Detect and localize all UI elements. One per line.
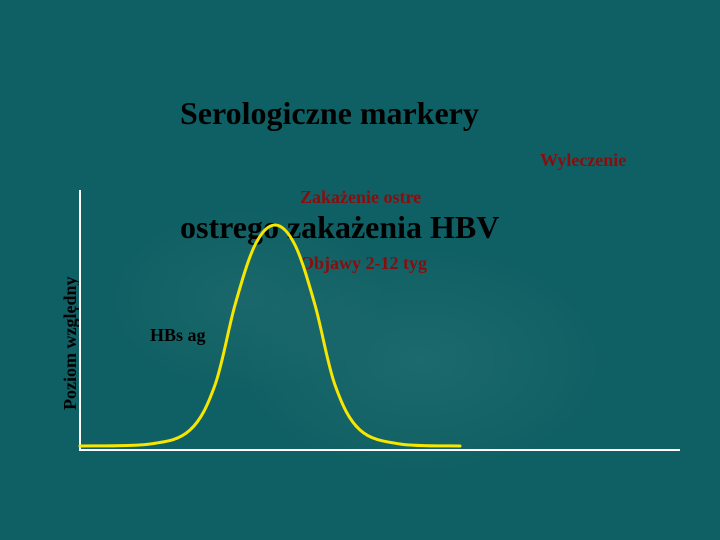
hbsag-curve bbox=[0, 0, 720, 540]
hbsag-label: HBs ag bbox=[150, 325, 206, 346]
slide: Serologiczne markery ostrego zakażenia H… bbox=[0, 0, 720, 540]
